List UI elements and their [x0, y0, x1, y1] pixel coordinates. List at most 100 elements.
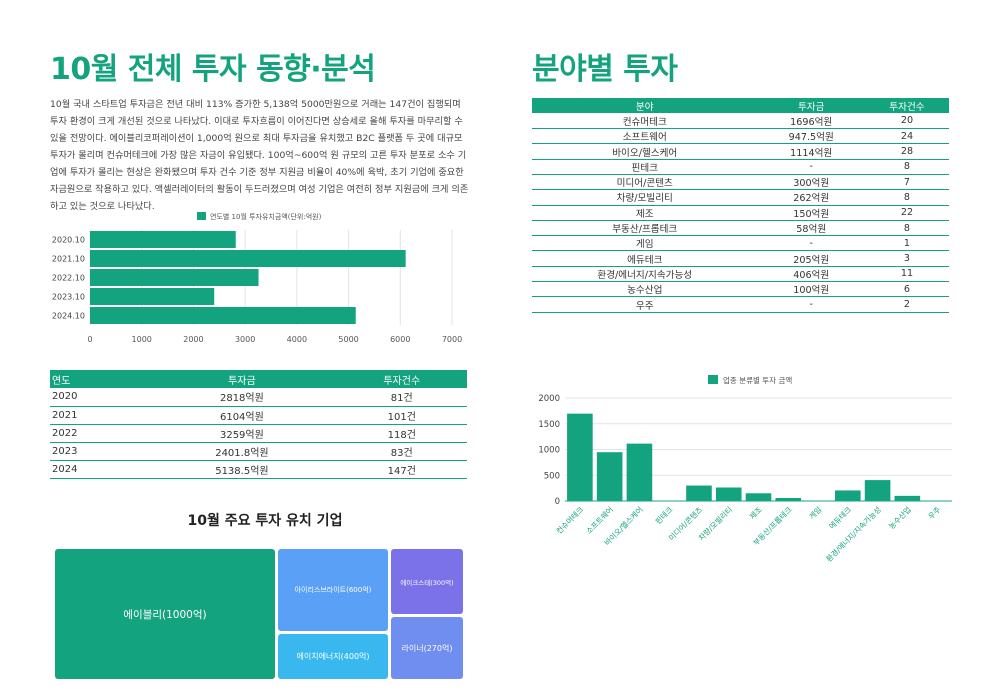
x-tick-label: 7000 [442, 335, 462, 344]
bar [775, 498, 801, 501]
y-tick-label: 2000 [538, 394, 560, 404]
table-cell: - [758, 236, 865, 251]
page-title: 10월 전체 투자 동향·분석 [50, 44, 375, 88]
table-cell: 3 [865, 251, 949, 266]
table-cell: 환경/에너지/지속가능성 [532, 266, 758, 281]
table-row: 2023 2401.8억원 83건 [50, 442, 467, 460]
table-cell: 205억원 [758, 251, 865, 266]
y-tick-label: 0 [555, 497, 560, 507]
x-tick-label: 게임 [807, 504, 824, 521]
x-tick-label: 0 [87, 335, 92, 344]
y-tick-label: 1500 [538, 420, 560, 430]
table-row: 농수산업 100억원 6 [532, 282, 949, 297]
table-cell: 2020 [50, 388, 147, 406]
table-cell: 262억원 [758, 190, 865, 205]
table-cell: - [758, 159, 865, 174]
table-cell: 2401.8억원 [147, 442, 336, 460]
bar [90, 288, 214, 305]
table-cell: 8 [865, 190, 949, 205]
table-row: 핀테크 -8 [532, 159, 949, 174]
table-row: 차량/모빌리티 262억원 8 [532, 190, 949, 205]
table-row: 2021 6104억원 101건 [50, 406, 467, 424]
table-cell: 6 [865, 282, 949, 297]
legend-swatch [197, 212, 206, 220]
table-row: 컨슈머테크 1696억원 20 [532, 113, 949, 128]
x-tick-label: 4000 [287, 335, 307, 344]
column-header: 투자금 [147, 370, 336, 388]
table-cell: 406억원 [758, 266, 865, 281]
table-cell: 24 [865, 129, 949, 144]
table-cell: 11 [865, 266, 949, 281]
y-tick-label: 2024.10 [52, 312, 85, 321]
table-cell: 바이오/헬스케어 [532, 144, 758, 159]
bar [686, 486, 712, 501]
x-tick-label: 제조 [748, 505, 764, 521]
yearly-investment-chart: 연도별 10월 투자유치금액(단위:억원) 0 1000 2000 3000 4000 50… [40, 205, 480, 350]
table-row: 환경/에너지/지속가능성 406억원 11 [532, 266, 949, 281]
table-cell: 83건 [337, 442, 467, 460]
table-row: 바이오/헬스케어 1114억원 28 [532, 144, 949, 159]
table-row: 2022 3259억원 118건 [50, 424, 467, 442]
intro-paragraph: 10월 국내 스타트업 투자금은 전년 대비 113% 증가한 5,138억 5… [50, 96, 470, 215]
table-row: 우주 -2 [532, 297, 949, 312]
table-cell: 2022 [50, 424, 147, 442]
table-cell: 컨슈머테크 [532, 113, 758, 128]
column-header: 투자건수 [337, 370, 467, 388]
x-tick-label: 6000 [390, 335, 410, 344]
x-tick-label: 에듀테크 [827, 505, 853, 531]
sector-investment-table: 분야 투자금 투자건수 컨슈머테크 1696억원 20 소프트웨어 947.5억원 24 바이오… [532, 98, 949, 313]
table-header-row: 연도 투자금 투자건수 [50, 370, 467, 388]
treemap-tile: 에이치에너지(400억) [278, 634, 388, 679]
table-cell: 1114억원 [758, 144, 865, 159]
table-cell: 차량/모빌리티 [532, 190, 758, 205]
table-row: 게임 -1 [532, 236, 949, 251]
table-cell: 농수산업 [532, 282, 758, 297]
table-cell: 28 [865, 144, 949, 159]
table-cell: 7 [865, 174, 949, 189]
table-cell: 101건 [337, 406, 467, 424]
table-cell: 에듀테크 [532, 251, 758, 266]
treemap-title: 10월 주요 투자 유치 기업 [50, 510, 480, 530]
x-tick-label: 1000 [132, 335, 152, 344]
x-tick-label: 우주 [926, 505, 942, 521]
table-cell: 핀테크 [532, 159, 758, 174]
legend-label: 연도별 10월 투자유치금액(단위:억원) [210, 212, 322, 221]
table-cell: 부동산/프롭테크 [532, 220, 758, 235]
table-cell: 1696억원 [758, 113, 865, 128]
table-cell: 22 [865, 205, 949, 220]
bar [627, 444, 653, 501]
table-cell: 147건 [337, 460, 467, 478]
table-cell: 8 [865, 159, 949, 174]
table-row: 소프트웨어 947.5억원 24 [532, 129, 949, 144]
y-tick-label: 500 [544, 471, 560, 481]
table-row: 2024 5138.5억원 147건 [50, 460, 467, 478]
table-cell: 300억원 [758, 174, 865, 189]
bar [865, 480, 891, 501]
table-cell: 947.5억원 [758, 129, 865, 144]
table-row: 2020 2818억원 81건 [50, 388, 467, 406]
x-tick-label: 5000 [338, 335, 358, 344]
y-tick-label: 2022.10 [52, 274, 85, 283]
x-tick-label: 농수산업 [886, 504, 913, 531]
yearly-investment-table: 연도 투자금 투자건수 2020 2818억원 81건 2021 6104억원 101건 202… [50, 370, 467, 479]
table-cell: 2024 [50, 460, 147, 478]
table-cell: 150억원 [758, 205, 865, 220]
bar [90, 269, 259, 286]
bar [895, 496, 921, 501]
bar [567, 414, 593, 501]
table-cell: 3259억원 [147, 424, 336, 442]
column-header: 투자금 [758, 98, 865, 113]
y-tick-label: 2021.10 [52, 255, 85, 264]
x-tick-label: 컨슈머테크 [554, 504, 586, 536]
bar [746, 493, 772, 501]
legend-swatch [708, 375, 718, 384]
table-cell: 제조 [532, 205, 758, 220]
table-cell: 6104억원 [147, 406, 336, 424]
x-tick-label: 핀테크 [654, 505, 675, 526]
x-tick-label: 3000 [235, 335, 255, 344]
legend-label: 업종 분류별 투자 금액 [723, 375, 792, 385]
table-cell: 2021 [50, 406, 147, 424]
table-cell: 소프트웨어 [532, 129, 758, 144]
column-header: 투자건수 [865, 98, 949, 113]
